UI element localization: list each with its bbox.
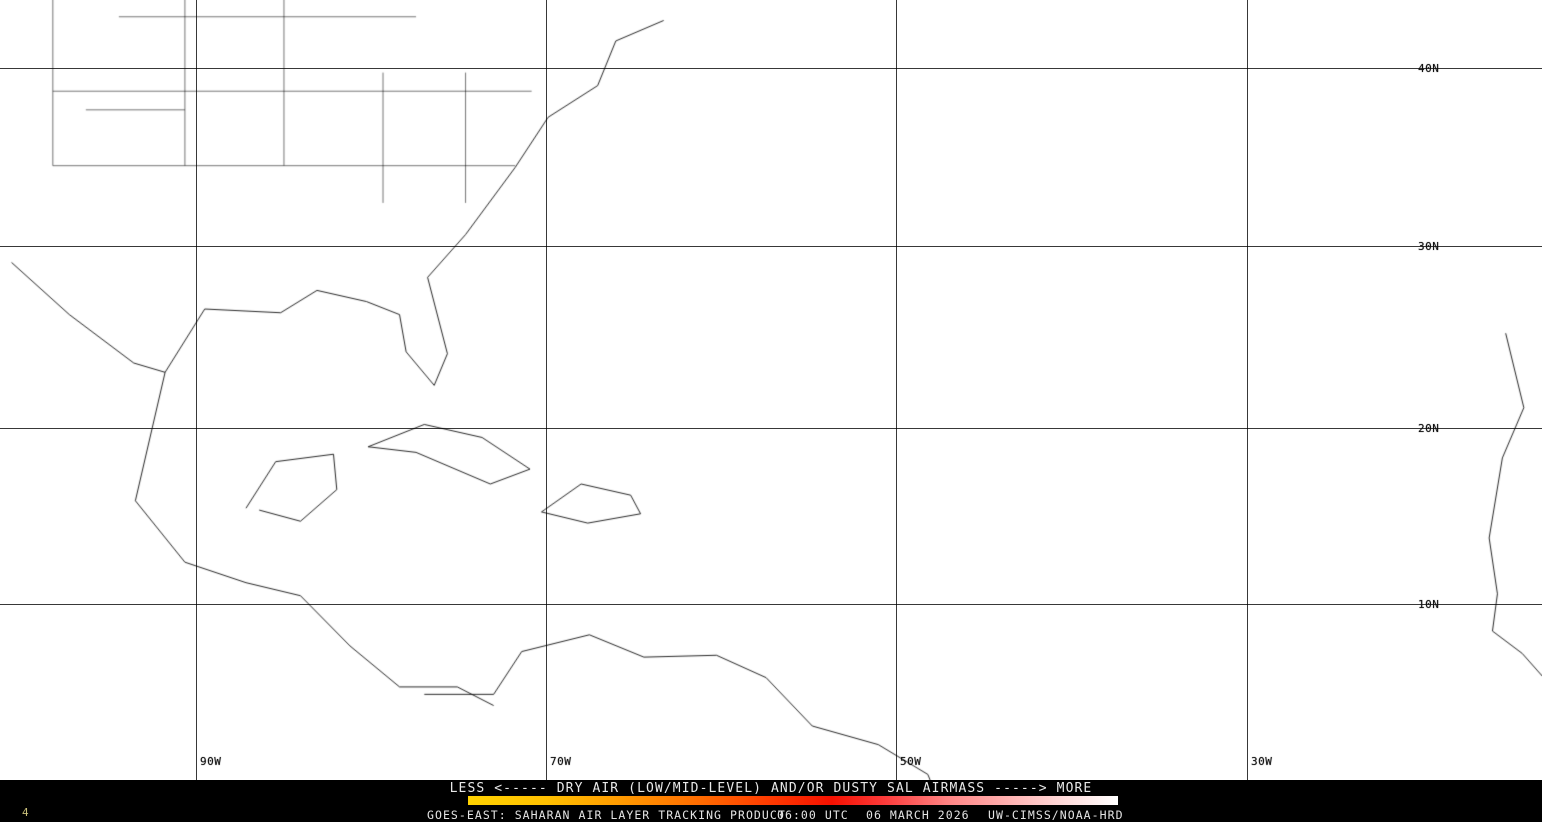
footer-product-label: GOES-EAST: SAHARAN AIR LAYER TRACKING PR…	[427, 808, 786, 822]
footer-time-label: 06:00 UTC	[777, 808, 849, 822]
satellite-imagery-canvas[interactable]	[0, 0, 1542, 780]
footer-metadata-row: GOES-EAST: SAHARAN AIR LAYER TRACKING PR…	[0, 808, 1542, 822]
frame-index-label: 4	[22, 806, 29, 819]
footer-date-label: 06 MARCH 2026	[866, 808, 970, 822]
satellite-map-image[interactable]: 40N 30N 20N 10N 90W 70W 50W 30W	[0, 0, 1542, 780]
legend-caption: LESS <----- DRY AIR (LOW/MID-LEVEL) AND/…	[449, 781, 1093, 796]
legend-footer-panel: LESS <----- DRY AIR (LOW/MID-LEVEL) AND/…	[0, 780, 1542, 822]
footer-credit-label: UW-CIMSS/NOAA-HRD	[988, 808, 1124, 822]
sal-intensity-colorbar	[468, 796, 1118, 805]
